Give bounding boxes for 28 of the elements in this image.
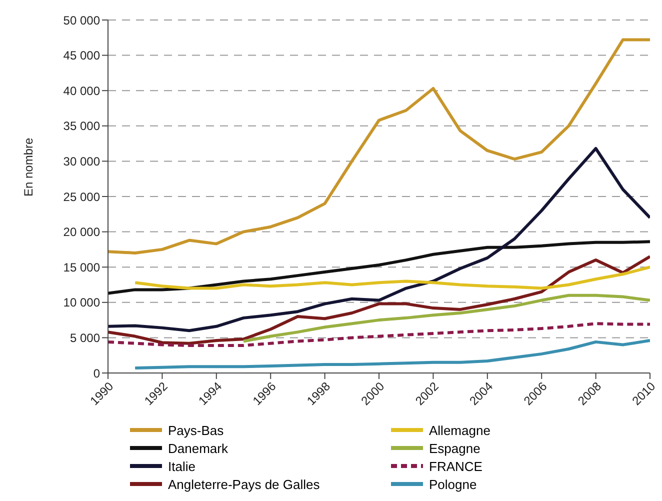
- line-series: [134, 266, 650, 290]
- y-tick-label: 30 000: [63, 154, 100, 168]
- line-series: [108, 255, 650, 345]
- legend-label: Espagne: [429, 440, 480, 456]
- y-tick-label: 15 000: [63, 260, 100, 274]
- y-tick-label: 0: [93, 366, 100, 380]
- legend-label: Angleterre-Pays de Galles: [168, 476, 320, 492]
- y-tick-label: 45 000: [63, 48, 100, 63]
- line-series: [108, 146, 650, 332]
- y-tick-label: 10 000: [63, 296, 100, 310]
- legend-label: Danemark: [168, 440, 228, 456]
- line-series: [242, 294, 650, 343]
- line-series: [108, 38, 650, 254]
- y-tick-label: 40 000: [63, 84, 100, 98]
- legend-label: Pologne: [429, 476, 477, 492]
- y-tick-label: 50 000: [63, 13, 100, 28]
- y-tick-label: 25 000: [63, 190, 100, 204]
- legend-label: Pays-Bas: [168, 422, 224, 438]
- legend-label: Allemagne: [429, 422, 490, 438]
- legend-label: FRANCE: [429, 458, 482, 474]
- y-tick-label: 20 000: [63, 225, 100, 240]
- y-tick-label: 5 000: [70, 330, 100, 345]
- line-series: [134, 339, 650, 370]
- legend-label: Italie: [168, 458, 196, 474]
- line-series: [108, 322, 650, 347]
- y-tick-label: 35 000: [63, 119, 100, 134]
- y-axis-title: En nombre: [21, 137, 36, 196]
- line-series: [108, 240, 650, 295]
